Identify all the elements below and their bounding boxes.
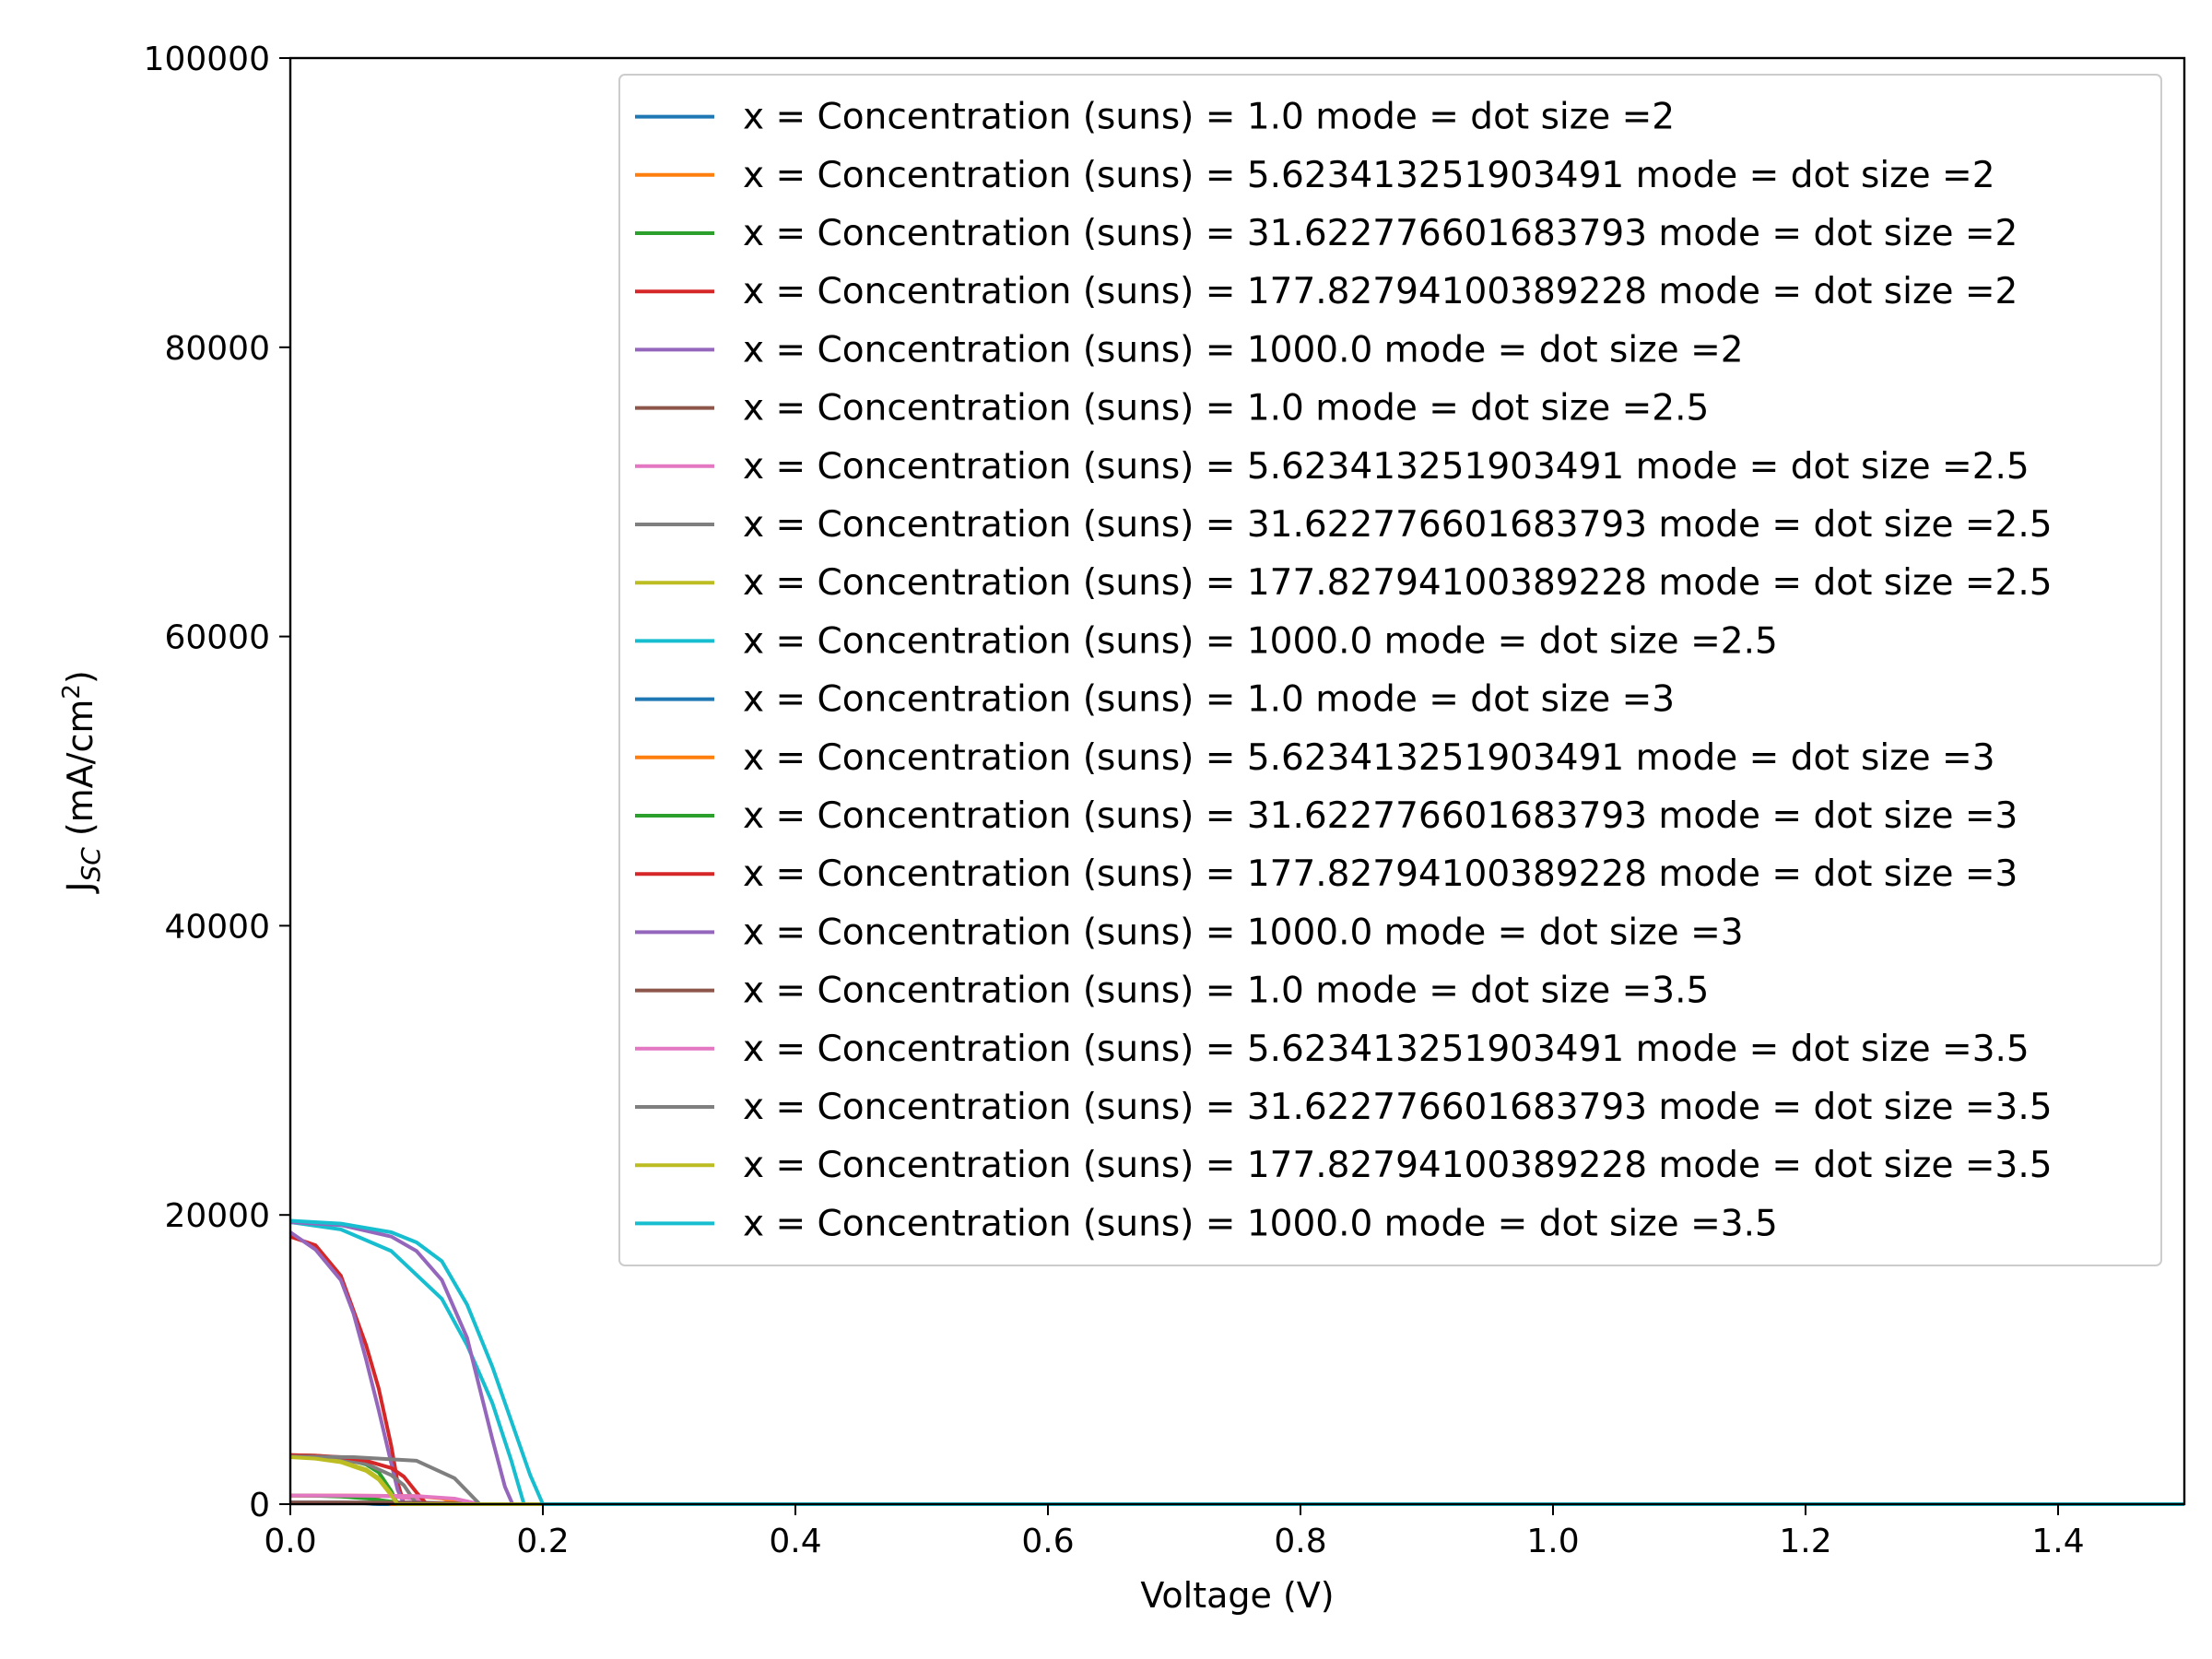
- legend-item: x = Concentration (suns) = 1000.0 mode =…: [635, 620, 1778, 662]
- legend-label: x = Concentration (suns) = 1000.0 mode =…: [743, 620, 1778, 662]
- legend-item: x = Concentration (suns) = 177.827941003…: [635, 853, 2018, 895]
- legend-label: x = Concentration (suns) = 177.827941003…: [743, 1145, 2053, 1186]
- legend-label: x = Concentration (suns) = 1.0 mode = do…: [743, 97, 1675, 138]
- y-axis-label-rest: (mA/cm: [60, 700, 100, 848]
- legend-item: x = Concentration (suns) = 1.0 mode = do…: [635, 679, 1675, 721]
- x-tick-label: 0.2: [516, 1523, 569, 1560]
- y-tick-label: 100000: [144, 41, 270, 78]
- legend-label: x = Concentration (suns) = 31.6227766016…: [743, 213, 2018, 254]
- legend-item: x = Concentration (suns) = 1.0 mode = do…: [635, 388, 1709, 429]
- legend-item: x = Concentration (suns) = 177.827941003…: [635, 562, 2053, 604]
- y-axis-label-end: ): [60, 670, 100, 684]
- legend-label: x = Concentration (suns) = 5.62341325190…: [743, 1029, 2030, 1070]
- legend-item: x = Concentration (suns) = 1.0 mode = do…: [635, 97, 1675, 138]
- legend-label: x = Concentration (suns) = 1.0 mode = do…: [743, 388, 1709, 429]
- series-line-15: [289, 1220, 2184, 1506]
- legend-item: x = Concentration (suns) = 1000.0 mode =…: [635, 329, 1744, 371]
- x-tick-label: 0.0: [264, 1523, 316, 1560]
- y-tick-label: 80000: [164, 330, 270, 368]
- legend-item: x = Concentration (suns) = 31.6227766016…: [635, 795, 2018, 837]
- legend-item: x = Concentration (suns) = 1000.0 mode =…: [635, 1203, 1778, 1244]
- legend-item: x = Concentration (suns) = 31.6227766016…: [635, 1087, 2053, 1128]
- legend: x = Concentration (suns) = 1.0 mode = do…: [618, 74, 2162, 1266]
- legend-item: x = Concentration (suns) = 1000.0 mode =…: [635, 912, 1744, 953]
- y-tick-label: 0: [249, 1487, 270, 1524]
- legend-item: x = Concentration (suns) = 5.62341325190…: [635, 446, 2030, 488]
- legend-label: x = Concentration (suns) = 5.62341325190…: [743, 446, 2030, 488]
- legend-box: [618, 74, 2162, 1266]
- legend-item: x = Concentration (suns) = 177.827941003…: [635, 1145, 2053, 1186]
- legend-label: x = Concentration (suns) = 5.62341325190…: [743, 155, 1995, 196]
- legend-item: x = Concentration (suns) = 177.827941003…: [635, 271, 2018, 312]
- y-tick-label: 60000: [164, 619, 270, 657]
- legend-item: x = Concentration (suns) = 31.6227766016…: [635, 504, 2053, 546]
- axes-frame: [288, 56, 2186, 1506]
- x-tick-label: 1.2: [1779, 1523, 1831, 1560]
- legend-label: x = Concentration (suns) = 177.827941003…: [743, 562, 2053, 604]
- y-axis-label-sup: 2: [58, 684, 86, 700]
- legend-item: x = Concentration (suns) = 5.62341325190…: [635, 737, 1995, 779]
- legend-label: x = Concentration (suns) = 1000.0 mode =…: [743, 329, 1744, 371]
- legend-label: x = Concentration (suns) = 31.6227766016…: [743, 795, 2018, 837]
- legend-label: x = Concentration (suns) = 177.827941003…: [743, 271, 2018, 312]
- legend-label: x = Concentration (suns) = 31.6227766016…: [743, 504, 2053, 546]
- y-axis-label-sub: SC: [76, 847, 106, 882]
- x-axis: 0.0 0.2 0.4 0.6 0.8 1.0 1.2 1.4: [264, 1504, 2085, 1560]
- legend-label: x = Concentration (suns) = 1.0 mode = do…: [743, 679, 1675, 721]
- series-line-20: [289, 1218, 2184, 1506]
- legend-label: x = Concentration (suns) = 5.62341325190…: [743, 737, 1995, 779]
- x-tick-label: 0.8: [1274, 1523, 1326, 1560]
- legend-label: x = Concentration (suns) = 1000.0 mode =…: [743, 912, 1744, 953]
- x-tick-label: 1.4: [2031, 1523, 2084, 1560]
- legend-label: x = Concentration (suns) = 31.6227766016…: [743, 1087, 2053, 1128]
- x-tick-label: 0.6: [1021, 1523, 1074, 1560]
- legend-item: x = Concentration (suns) = 5.62341325190…: [635, 155, 1995, 196]
- legend-item: x = Concentration (suns) = 5.62341325190…: [635, 1029, 2030, 1070]
- series-line-19: [289, 1455, 2184, 1506]
- legend-item: x = Concentration (suns) = 31.6227766016…: [635, 213, 2018, 254]
- x-axis-label: Voltage (V): [1140, 1575, 1334, 1616]
- legend-label: x = Concentration (suns) = 177.827941003…: [743, 853, 2018, 895]
- x-tick-label: 1.0: [1526, 1523, 1579, 1560]
- legend-label: x = Concentration (suns) = 1000.0 mode =…: [743, 1203, 1778, 1244]
- legend-item: x = Concentration (suns) = 1.0 mode = do…: [635, 971, 1709, 1012]
- y-tick-label: 20000: [164, 1197, 270, 1235]
- y-axis: 0 20000 40000 60000 80000 100000: [144, 41, 290, 1524]
- y-axis-label-main: J: [60, 882, 100, 894]
- legend-label: x = Concentration (suns) = 1.0 mode = do…: [743, 971, 1709, 1012]
- x-tick-label: 0.4: [769, 1523, 821, 1560]
- y-axis-label: JSC (mA/cm2): [58, 670, 106, 894]
- y-tick-label: 40000: [164, 908, 270, 946]
